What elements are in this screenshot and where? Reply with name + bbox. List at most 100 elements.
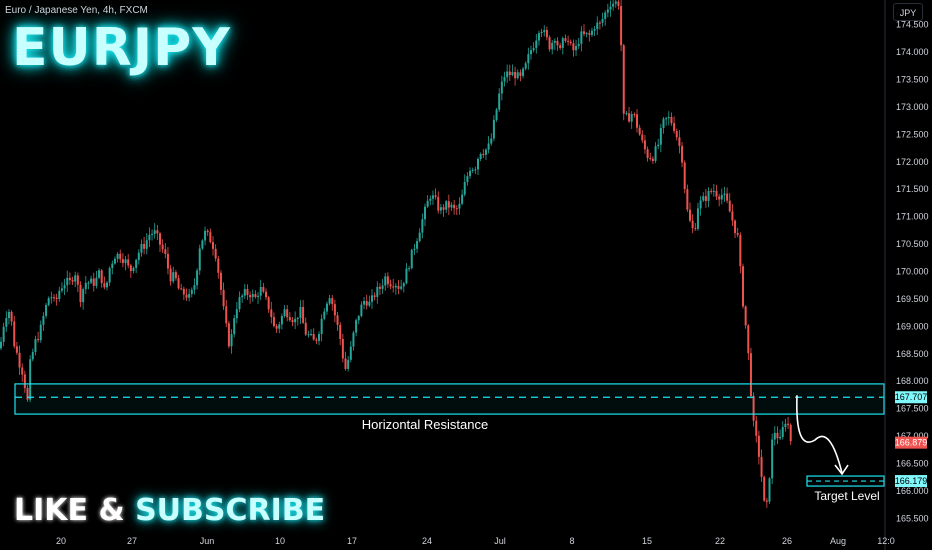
candle <box>673 116 676 134</box>
candle <box>641 130 644 144</box>
candle <box>665 116 668 126</box>
candle <box>659 123 662 153</box>
candle <box>389 279 392 290</box>
candle <box>418 228 421 243</box>
candle <box>715 184 718 201</box>
cta-like-text: LIKE & <box>14 493 136 528</box>
candle <box>76 272 79 293</box>
candle <box>169 265 172 286</box>
candle <box>198 244 201 275</box>
y-tick-label: 171.000 <box>896 212 929 222</box>
candle <box>0 336 2 351</box>
candle <box>532 42 535 53</box>
candle <box>643 134 646 154</box>
x-tick-label: 17 <box>347 536 357 546</box>
candle <box>447 194 450 216</box>
candle <box>71 276 74 286</box>
candle <box>246 284 249 300</box>
candle <box>251 289 254 302</box>
candle <box>617 0 620 10</box>
candle <box>307 330 310 338</box>
candle <box>487 136 490 154</box>
candle <box>431 190 434 205</box>
candle <box>569 39 572 46</box>
candle <box>241 293 244 303</box>
candle <box>620 0 623 52</box>
candle <box>238 291 241 313</box>
y-tick-label: 172.500 <box>896 129 929 139</box>
candle <box>299 300 302 325</box>
candle <box>355 318 358 337</box>
svg-text:166.879: 166.879 <box>895 438 928 448</box>
candle <box>728 193 731 213</box>
candle <box>21 363 24 382</box>
candle <box>42 312 45 331</box>
candle <box>206 228 209 236</box>
candle <box>667 111 670 126</box>
candle <box>718 193 721 207</box>
candle <box>137 249 140 265</box>
candle <box>564 34 567 43</box>
candle <box>331 294 334 311</box>
candle <box>243 283 246 299</box>
candle <box>100 269 103 288</box>
candle <box>453 199 456 215</box>
candle <box>736 227 739 238</box>
candle <box>60 282 63 293</box>
candle <box>325 301 328 315</box>
candle <box>111 260 114 275</box>
candle <box>461 189 464 206</box>
candle <box>113 256 116 265</box>
candle <box>755 416 758 443</box>
candle <box>148 227 151 248</box>
candle <box>649 152 652 161</box>
candle <box>508 64 511 81</box>
candle <box>341 333 344 363</box>
candle <box>696 202 699 231</box>
candle <box>201 239 204 250</box>
candle <box>402 282 405 293</box>
x-tick-label: 12:0 <box>877 536 895 546</box>
candle <box>227 320 230 349</box>
candle <box>58 286 61 302</box>
candle <box>651 156 654 164</box>
y-tick-label: 168.500 <box>896 349 929 359</box>
candle <box>50 291 53 304</box>
candle <box>121 253 124 268</box>
candle <box>678 130 681 154</box>
candle <box>556 37 559 51</box>
candle <box>585 31 588 38</box>
candle <box>259 279 262 300</box>
projection-arrow <box>796 395 843 474</box>
currency-button[interactable]: JPY <box>893 3 923 21</box>
y-tick-label: 167.000 <box>896 431 929 441</box>
candle <box>145 233 148 255</box>
candle <box>10 310 13 326</box>
candle <box>492 115 495 142</box>
candle <box>479 152 482 162</box>
y-tick-label: 173.500 <box>896 75 929 85</box>
candle <box>212 236 214 256</box>
candle <box>384 272 387 291</box>
candle <box>156 224 159 240</box>
x-tick-label: 15 <box>642 536 652 546</box>
candle <box>437 191 440 214</box>
candle <box>522 66 525 79</box>
candle <box>614 0 617 8</box>
candle <box>463 174 466 197</box>
candle <box>686 184 689 213</box>
candle <box>540 28 543 37</box>
x-tick-label: 22 <box>715 536 725 546</box>
candle <box>39 320 42 343</box>
candle <box>5 311 8 332</box>
candle <box>548 35 551 52</box>
candle <box>204 226 207 246</box>
last-price-tag: 166.879 <box>895 436 928 449</box>
x-tick-label: 26 <box>782 536 792 546</box>
candle <box>249 291 252 304</box>
candle <box>779 429 782 440</box>
candle <box>567 35 570 46</box>
candle <box>82 287 85 310</box>
candle <box>108 266 111 286</box>
